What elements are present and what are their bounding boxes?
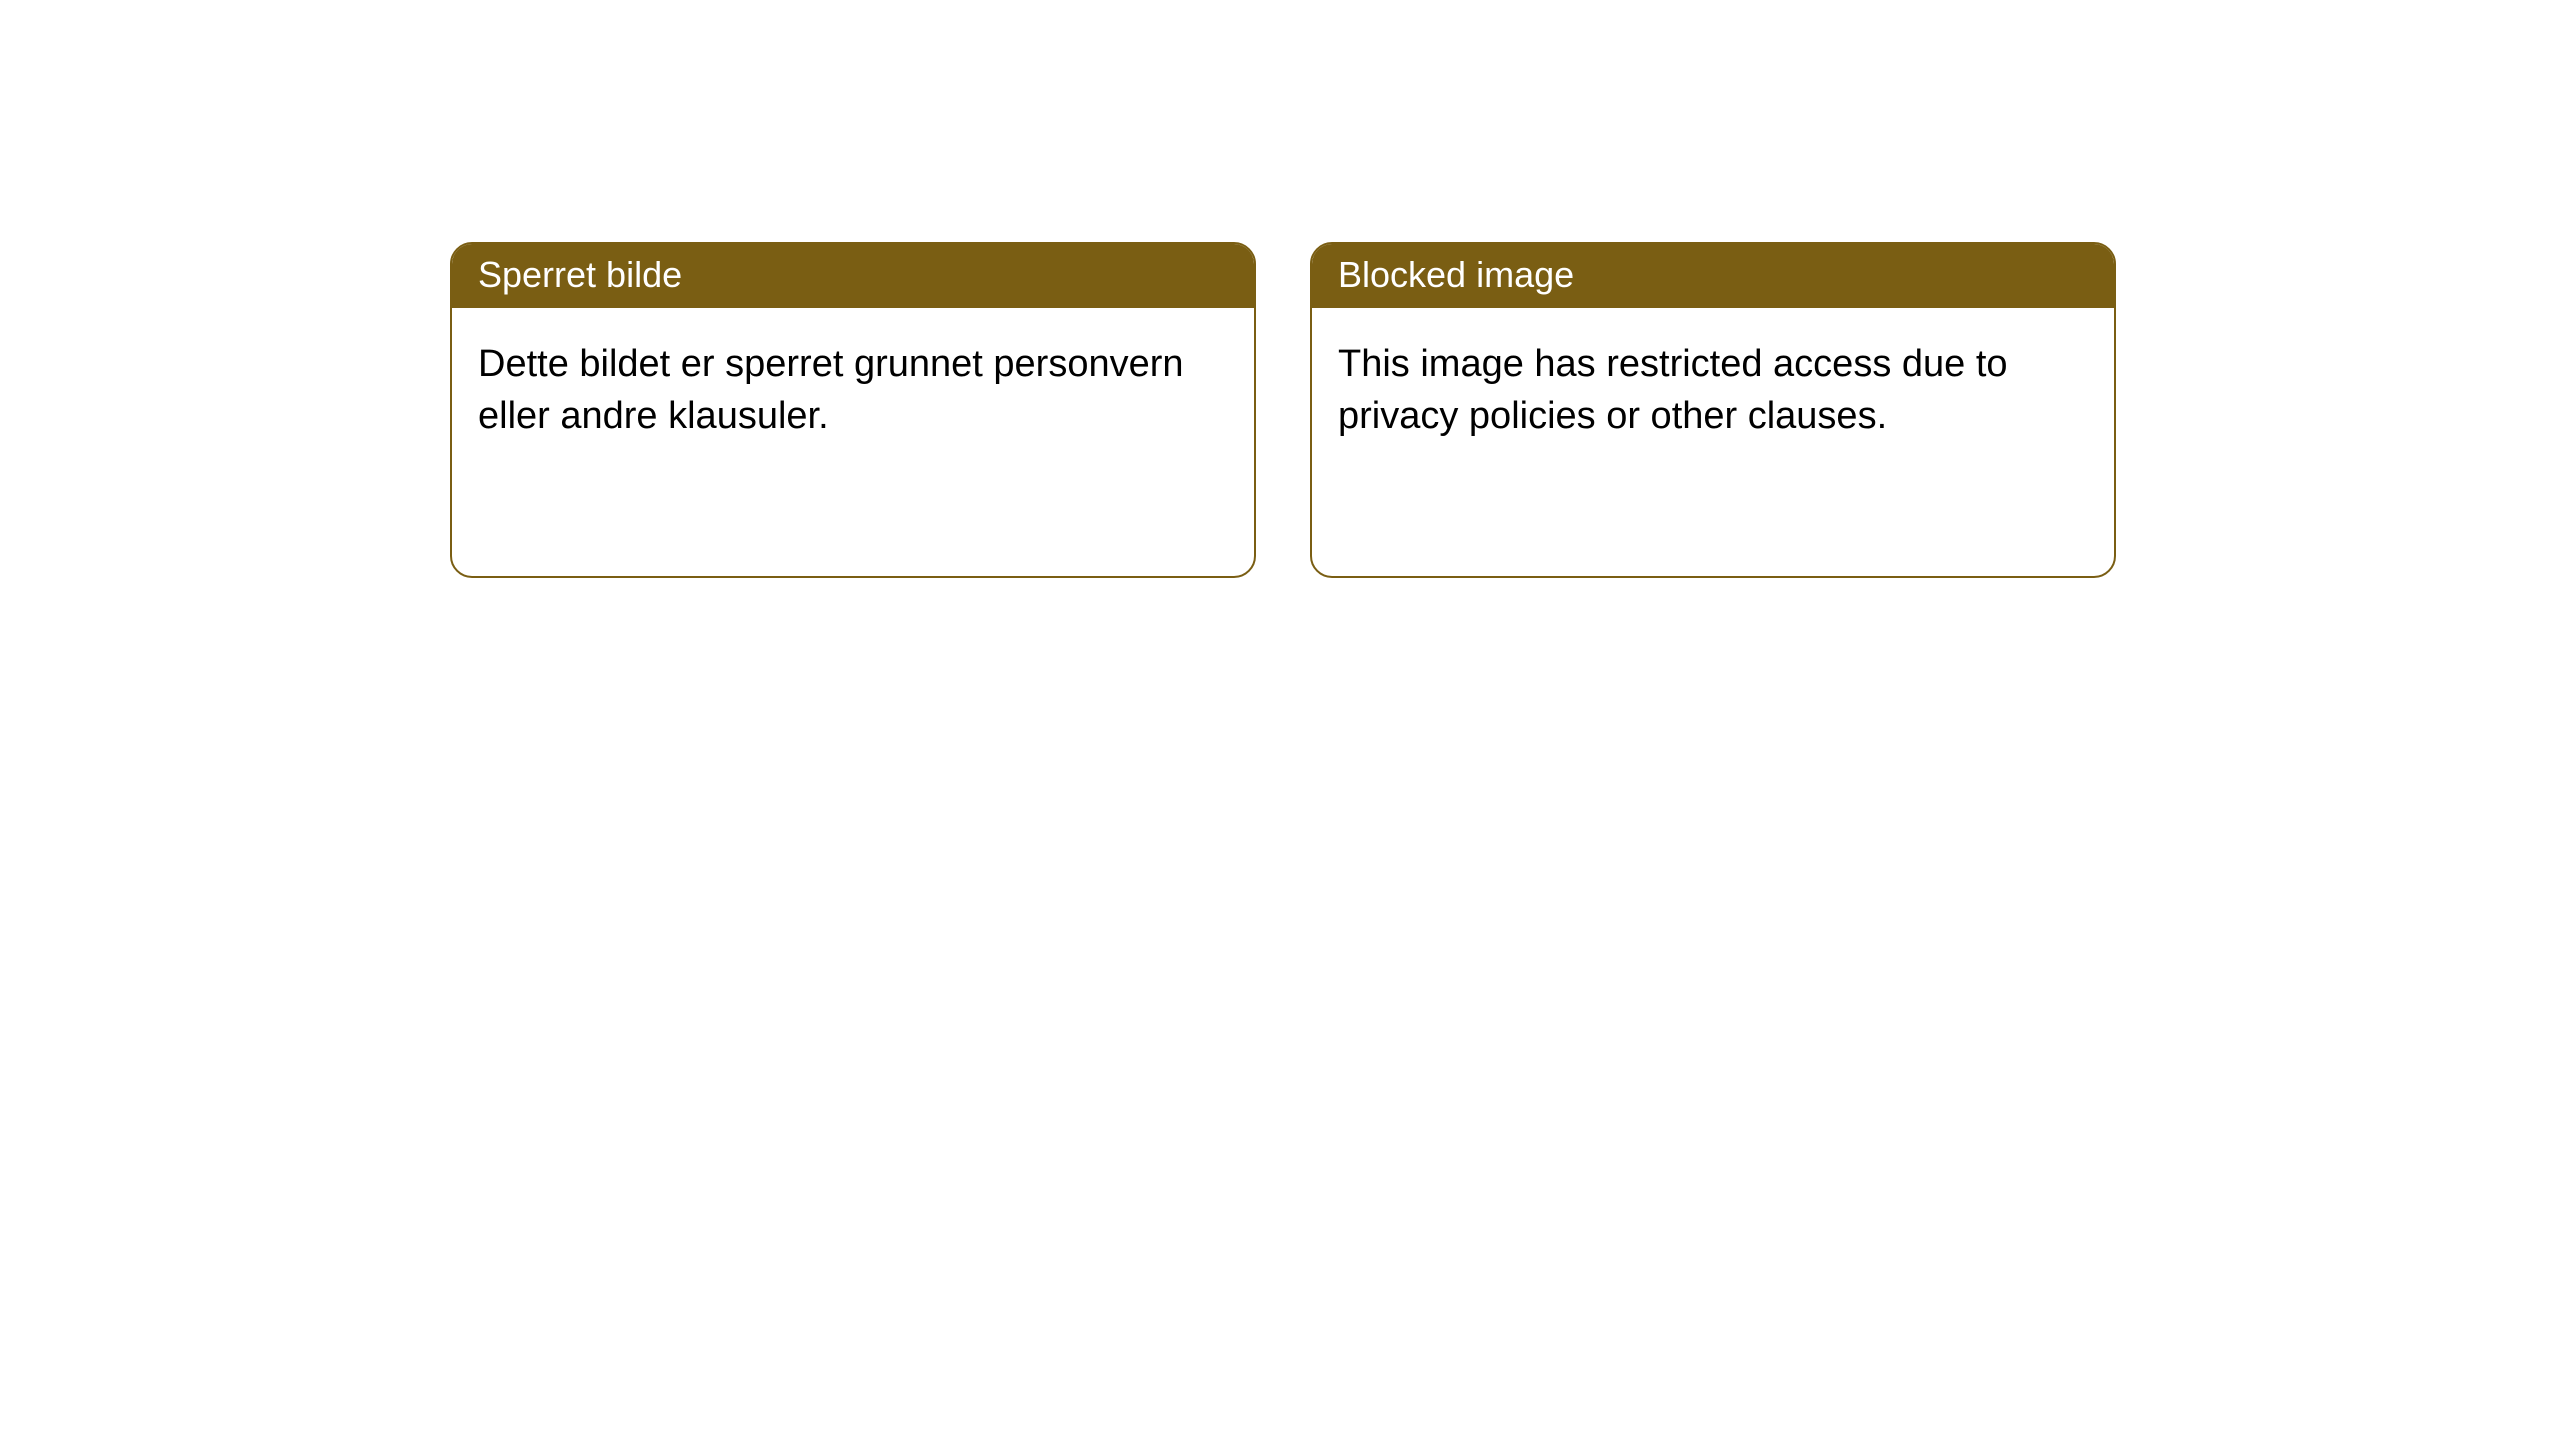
card-header-english: Blocked image (1312, 244, 2114, 308)
card-header-norwegian: Sperret bilde (452, 244, 1254, 308)
card-body-english: This image has restricted access due to … (1312, 308, 2114, 473)
blocked-image-card-english: Blocked image This image has restricted … (1310, 242, 2116, 578)
blocked-image-card-norwegian: Sperret bilde Dette bildet er sperret gr… (450, 242, 1256, 578)
notice-container: Sperret bilde Dette bildet er sperret gr… (450, 242, 2116, 578)
card-body-norwegian: Dette bildet er sperret grunnet personve… (452, 308, 1254, 473)
